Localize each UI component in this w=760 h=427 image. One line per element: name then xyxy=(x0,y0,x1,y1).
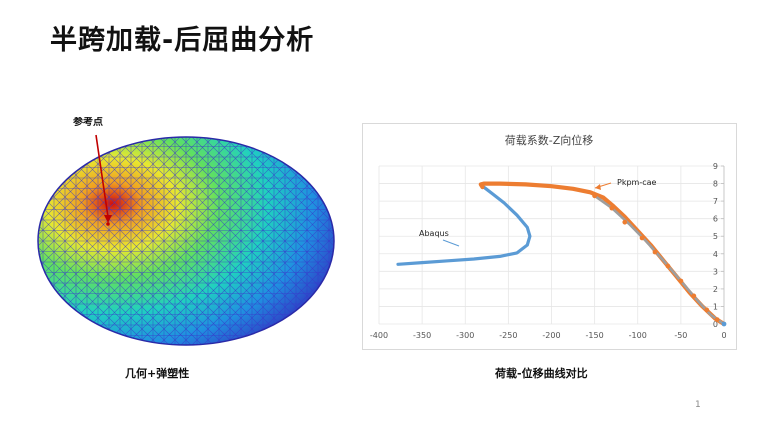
reference-point xyxy=(106,222,110,226)
x-tick-label: -300 xyxy=(456,331,474,340)
y-tick-label: 8 xyxy=(713,180,718,189)
page-number: 1 xyxy=(695,400,701,410)
y-tick-label: 4 xyxy=(713,250,718,259)
series-marker xyxy=(714,317,720,323)
series-marker xyxy=(639,235,645,241)
y-tick-label: 5 xyxy=(713,232,718,241)
x-tick-label: 0 xyxy=(721,331,726,340)
chart-svg: 荷载系数-Z向位移 -400 -350 -300 -250 -200 -150 -100 -5… xyxy=(370,133,727,340)
reference-arrow xyxy=(95,134,109,218)
chart-title: 荷载系数-Z向位移 xyxy=(505,133,594,147)
x-tick-label: -250 xyxy=(499,331,517,340)
y-tick-label: 2 xyxy=(713,285,718,294)
series-marker xyxy=(691,293,697,299)
x-tick-label: -150 xyxy=(586,331,604,340)
y-tick-label: 3 xyxy=(713,267,718,276)
load-displacement-chart: 荷载系数-Z向位移 -400 -350 -300 -250 -200 -150 -100 -5… xyxy=(362,123,737,350)
series-marker xyxy=(665,263,671,269)
series-abaqus-line xyxy=(396,184,532,266)
y-tick-label: 7 xyxy=(713,197,718,206)
left-figure-caption: 几何+弹塑性 xyxy=(125,367,190,380)
abaqus-label-leader xyxy=(442,239,460,247)
series-marker xyxy=(592,193,598,199)
series-marker xyxy=(678,278,684,284)
pkpm-label-arrowhead xyxy=(595,184,601,190)
reference-arrow-head xyxy=(104,215,112,223)
origin-marker xyxy=(721,321,727,327)
series-marker xyxy=(609,205,615,211)
dome-mesh-figure: 参考点 xyxy=(18,117,344,351)
series-grey-line xyxy=(593,194,726,326)
reference-point-label: 参考点 xyxy=(73,117,103,128)
dome-mesh-svg: 参考点 xyxy=(37,117,335,346)
x-tick-label: -50 xyxy=(674,331,687,340)
slide-title: 半跨加载-后屈曲分析 xyxy=(50,25,315,56)
series-marker xyxy=(704,307,710,313)
mesh-grid xyxy=(38,137,334,345)
y-tick-label: 0 xyxy=(713,320,718,329)
right-figure-caption: 荷载-位移曲线对比 xyxy=(495,367,588,380)
x-tick-label: -350 xyxy=(413,331,431,340)
series-marker xyxy=(622,219,628,225)
series-marker xyxy=(652,249,658,255)
x-tick-label: -400 xyxy=(370,331,388,340)
pkpm-series-label: Pkpm-cae xyxy=(617,178,657,187)
abaqus-series-label: Abaqus xyxy=(419,229,449,238)
x-tick-label: -100 xyxy=(629,331,647,340)
y-tick-label: 1 xyxy=(713,302,718,311)
y-tick-label: 9 xyxy=(713,162,718,171)
dome-outline xyxy=(37,136,335,346)
x-tick-label: -200 xyxy=(542,331,560,340)
y-tick-label: 6 xyxy=(713,215,718,224)
